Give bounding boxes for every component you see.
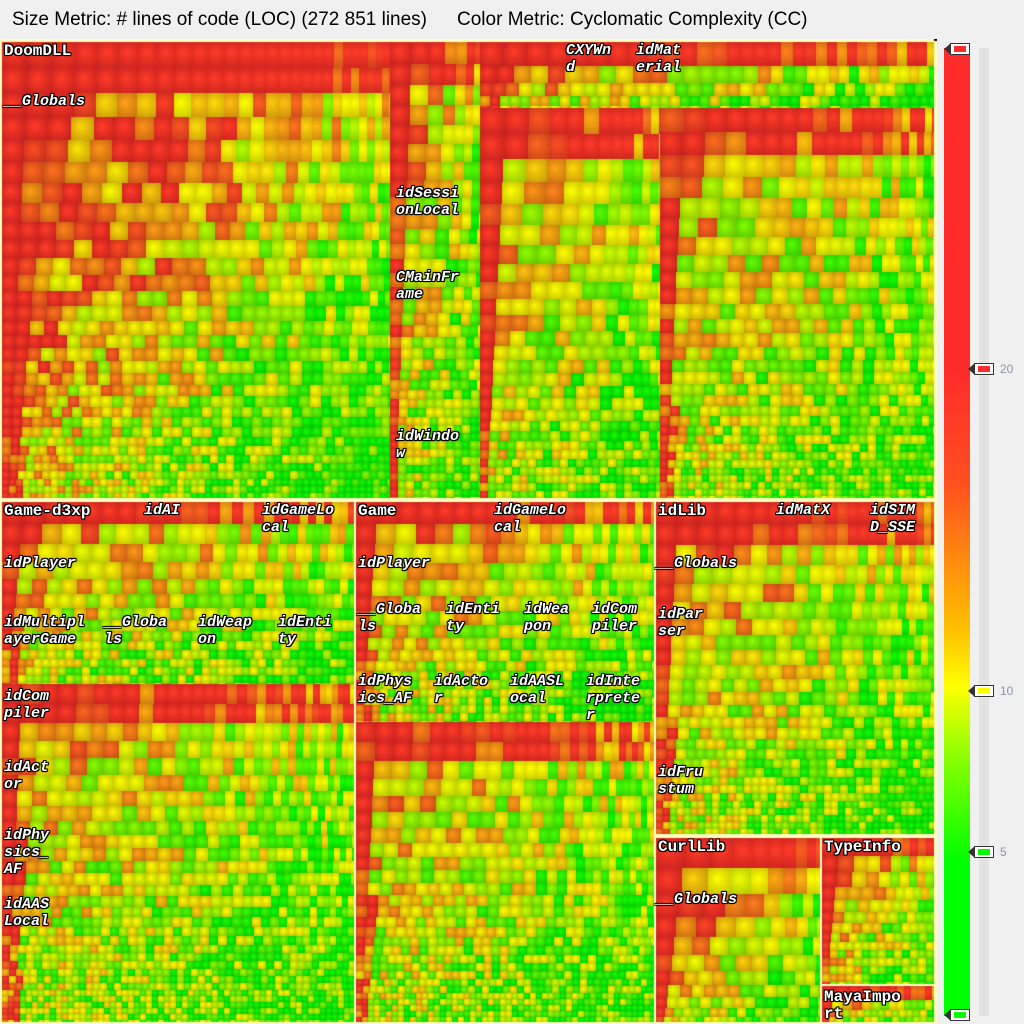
class-label[interactable]: idInte rprete r bbox=[586, 673, 641, 724]
class-label[interactable]: idGameLo cal bbox=[262, 502, 335, 536]
class-label[interactable]: idAI bbox=[144, 502, 181, 519]
class-label[interactable]: idMultipl ayerGame bbox=[4, 614, 86, 648]
class-label[interactable]: __Globa ls bbox=[104, 614, 168, 648]
legend-marker-10[interactable] bbox=[968, 685, 994, 697]
class-label[interactable]: idCom piler bbox=[4, 688, 50, 722]
class-label[interactable]: __Globals bbox=[656, 555, 738, 572]
class-label[interactable]: idAct or bbox=[4, 759, 50, 793]
module-curllib[interactable]: CurlLib bbox=[658, 838, 726, 856]
legend-slider-track[interactable] bbox=[979, 48, 989, 1016]
class-label[interactable]: idSIM D_SSE bbox=[870, 502, 916, 536]
class-label[interactable]: idFru stum bbox=[658, 764, 704, 798]
class-label[interactable]: idPlayer bbox=[358, 555, 431, 572]
legend-marker-5[interactable] bbox=[968, 846, 994, 858]
legend-tick-label: 5 bbox=[1000, 845, 1007, 859]
module-game[interactable]: Game bbox=[358, 502, 397, 520]
module-doomdll[interactable]: DoomDLL bbox=[4, 42, 72, 60]
legend-min-handle[interactable] bbox=[944, 1009, 970, 1021]
metrics-header: Size Metric: # lines of code (LOC) (272 … bbox=[12, 9, 838, 31]
marker-swatch bbox=[978, 366, 990, 372]
class-label[interactable]: idAAS Local bbox=[4, 896, 50, 930]
color-metric-label: Color Metric: Cyclomatic Complexity (CC) bbox=[457, 9, 808, 30]
class-label[interactable]: __Globals bbox=[4, 93, 86, 110]
class-label[interactable]: idWea pon bbox=[524, 601, 570, 635]
legend-tick-label: 20 bbox=[1000, 362, 1014, 376]
size-metric-label: Size Metric: # lines of code (LOC) (272 … bbox=[12, 9, 428, 30]
module-typeinfo[interactable]: TypeInfo bbox=[824, 838, 901, 856]
class-label[interactable]: idWindo w bbox=[396, 428, 460, 462]
module-game-d3xp[interactable]: Game-d3xp bbox=[4, 502, 91, 520]
class-label[interactable]: idPlayer bbox=[4, 555, 77, 572]
class-label[interactable]: idCom piler bbox=[592, 601, 638, 635]
class-label[interactable]: idWeap on bbox=[198, 614, 253, 648]
class-label[interactable]: CMainFr ame bbox=[396, 269, 460, 303]
class-label[interactable]: idGameLo cal bbox=[494, 502, 567, 536]
class-label[interactable]: idPhy sics_ AF bbox=[4, 827, 50, 878]
legend-tick-label: 10 bbox=[1000, 684, 1014, 698]
legend-marker-20[interactable] bbox=[968, 363, 994, 375]
class-label[interactable]: idEnti ty bbox=[446, 601, 501, 635]
legend-max-handle[interactable] bbox=[944, 43, 970, 55]
class-label[interactable]: idActo r bbox=[434, 673, 489, 707]
module-mayaimport[interactable]: MayaImpo rt bbox=[824, 988, 901, 1023]
class-label[interactable]: idPhys ics_AF bbox=[358, 673, 413, 707]
color-legend-gradient bbox=[944, 48, 970, 1016]
class-label[interactable]: idMatX bbox=[776, 502, 831, 519]
marker-swatch bbox=[978, 688, 990, 694]
class-label[interactable]: idPar ser bbox=[658, 606, 704, 640]
class-label[interactable]: __Globals bbox=[656, 891, 738, 908]
class-label[interactable]: __Globa ls bbox=[358, 601, 422, 635]
treemap-canvas[interactable] bbox=[0, 39, 937, 1024]
module-idlib[interactable]: idLib bbox=[658, 502, 707, 520]
class-label[interactable]: idSessi onLocal bbox=[396, 185, 460, 219]
class-label[interactable]: idAASL ocal bbox=[510, 673, 565, 707]
class-label[interactable]: idMat erial bbox=[636, 42, 682, 76]
marker-swatch bbox=[978, 849, 990, 855]
class-label[interactable]: CXYWn d bbox=[566, 42, 612, 76]
class-label[interactable]: idEnti ty bbox=[278, 614, 333, 648]
